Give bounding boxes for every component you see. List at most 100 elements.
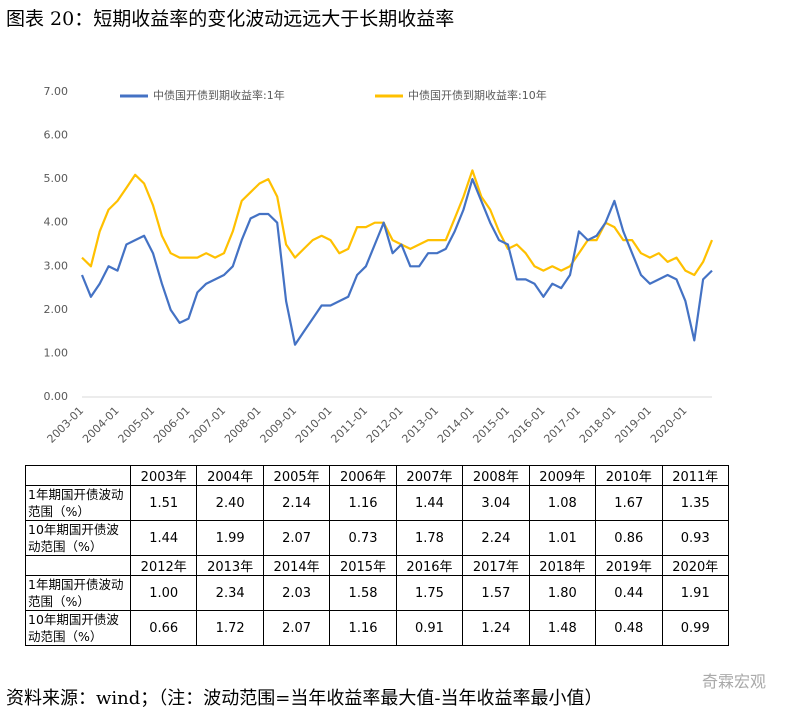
row-label: 10年期国开债波动范围（%） (25, 610, 131, 646)
value-cell: 1.57 (462, 575, 530, 611)
y-tick-label: 3.00 (44, 259, 69, 272)
watermark: 奇霖宏观 (702, 672, 767, 691)
year-header: 2005年 (262, 465, 331, 486)
value-cell: 1.16 (329, 485, 397, 521)
series-line (81, 169, 714, 277)
year-header: 2006年 (329, 465, 397, 486)
y-tick-label: 6.00 (44, 129, 69, 142)
year-header: 2003年 (129, 465, 198, 486)
y-tick-label: 4.00 (44, 216, 69, 229)
value-cell: 2.40 (196, 485, 264, 521)
x-tick-label: 2007-01 (187, 404, 229, 446)
year-header: 2015年 (329, 555, 397, 576)
value-cell: 1.44 (395, 485, 464, 521)
value-cell: 3.04 (462, 485, 530, 521)
x-tick-label: 2008-01 (222, 404, 264, 446)
value-cell: 0.48 (595, 610, 663, 646)
value-cell: 1.67 (595, 485, 663, 521)
x-tick-label: 2014-01 (435, 404, 477, 446)
x-tick-label: 2006-01 (151, 404, 193, 446)
year-header: 2012年 (129, 555, 198, 576)
y-tick-label: 0.00 (44, 390, 69, 403)
row-label: 1年期国开债波动范围（%） (25, 575, 131, 611)
value-cell: 1.75 (395, 575, 464, 611)
row-label: 1年期国开债波动范围（%） (25, 485, 131, 521)
x-tick-label: 2012-01 (364, 404, 406, 446)
value-cell: 2.24 (462, 520, 530, 556)
value-cell: 2.34 (196, 575, 264, 611)
figure-title: 图表 20：短期收益率的变化波动远远大于长期收益率 (6, 8, 455, 30)
y-tick-label: 5.00 (44, 172, 69, 185)
value-cell: 1.99 (196, 520, 264, 556)
value-cell: 2.14 (262, 485, 331, 521)
y-tick-label: 7.00 (44, 85, 69, 98)
value-cell: 2.07 (262, 520, 331, 556)
year-header: 2014年 (262, 555, 331, 576)
x-tick-label: 2020-01 (648, 404, 690, 446)
row-label: 10年期国开债波动范围（%） (25, 520, 131, 556)
year-header: 2018年 (528, 555, 597, 576)
year-header: 2004年 (196, 465, 264, 486)
legend-label: 中债国开债到期收益率:10年 (408, 88, 547, 102)
value-cell: 1.16 (329, 610, 397, 646)
value-cell: 2.07 (262, 610, 331, 646)
x-tick-label: 2009-01 (258, 404, 300, 446)
value-cell: 1.78 (395, 520, 464, 556)
value-cell: 1.24 (462, 610, 530, 646)
x-tick-label: 2005-01 (116, 404, 158, 446)
empty-cell (25, 555, 131, 576)
source-note: 资料来源：wind；（注：波动范围=当年收益率最大值-当年收益率最小值） (6, 688, 603, 709)
data-row: 1年期国开债波动范围（%） 1.00 2.34 2.03 1.58 1.75 1.57 1.8… (25, 575, 729, 611)
data-row: 1年期国开债波动范围（%） 1.51 2.40 2.14 1.16 1.44 3.04 1.0… (25, 485, 729, 521)
value-cell: 1.72 (196, 610, 264, 646)
year-header: 2017年 (462, 555, 530, 576)
year-header: 2007年 (395, 465, 464, 486)
year-header: 2020年 (661, 555, 729, 576)
value-cell: 0.93 (661, 520, 729, 556)
value-cell: 1.01 (528, 520, 597, 556)
empty-cell (25, 465, 131, 486)
year-header: 2013年 (196, 555, 264, 576)
x-tick-label: 2018-01 (577, 404, 619, 446)
value-cell: 0.99 (661, 610, 729, 646)
x-tick-label: 2017-01 (541, 404, 583, 446)
x-tick-label: 2013-01 (399, 404, 441, 446)
value-cell: 1.80 (528, 575, 597, 611)
value-cell: 0.44 (595, 575, 663, 611)
data-row: 10年期国开债波动范围（%） 1.44 1.99 2.07 0.73 1.78 2.24 1.… (25, 520, 729, 556)
data-row: 10年期国开债波动范围（%） 0.66 1.72 2.07 1.16 0.91 1.24 1.… (25, 610, 729, 646)
series-line (80, 178, 713, 346)
year-header: 2016年 (395, 555, 464, 576)
value-cell: 1.35 (661, 485, 729, 521)
year-header: 2019年 (595, 555, 663, 576)
value-cell: 1.00 (129, 575, 198, 611)
value-cell: 0.86 (595, 520, 663, 556)
value-cell: 2.03 (262, 575, 331, 611)
y-tick-label: 1.00 (44, 346, 69, 359)
y-tick-label: 2.00 (44, 303, 69, 316)
x-tick-label: 2016-01 (506, 404, 548, 446)
value-cell: 1.44 (129, 520, 198, 556)
value-cell: 0.91 (395, 610, 464, 646)
year-header: 2008年 (462, 465, 530, 486)
data-table: 2003年 2004年 2005年 2006年 2007年 2008年 2009年 2010年… (25, 465, 729, 646)
value-cell: 1.08 (528, 485, 597, 521)
x-tick-label: 2015-01 (470, 404, 512, 446)
value-cell: 1.58 (329, 575, 397, 611)
value-cell: 0.66 (129, 610, 198, 646)
value-cell: 1.51 (129, 485, 198, 521)
x-tick-label: 2004-01 (80, 404, 122, 446)
year-header: 2010年 (595, 465, 663, 486)
legend-label: 中债国开债到期收益率:1年 (153, 88, 285, 102)
value-cell: 1.91 (661, 575, 729, 611)
x-tick-label: 2010-01 (293, 404, 335, 446)
value-cell: 0.73 (329, 520, 397, 556)
chart: 0.001.002.003.004.005.006.007.002003-012… (44, 85, 714, 446)
year-header: 2009年 (528, 465, 597, 486)
x-tick-label: 2019-01 (612, 404, 654, 446)
header-row: 2003年 2004年 2005年 2006年 2007年 2008年 2009年 2010年… (25, 465, 729, 486)
value-cell: 1.48 (528, 610, 597, 646)
x-tick-label: 2011-01 (328, 404, 370, 446)
x-tick-label: 2003-01 (45, 404, 87, 446)
